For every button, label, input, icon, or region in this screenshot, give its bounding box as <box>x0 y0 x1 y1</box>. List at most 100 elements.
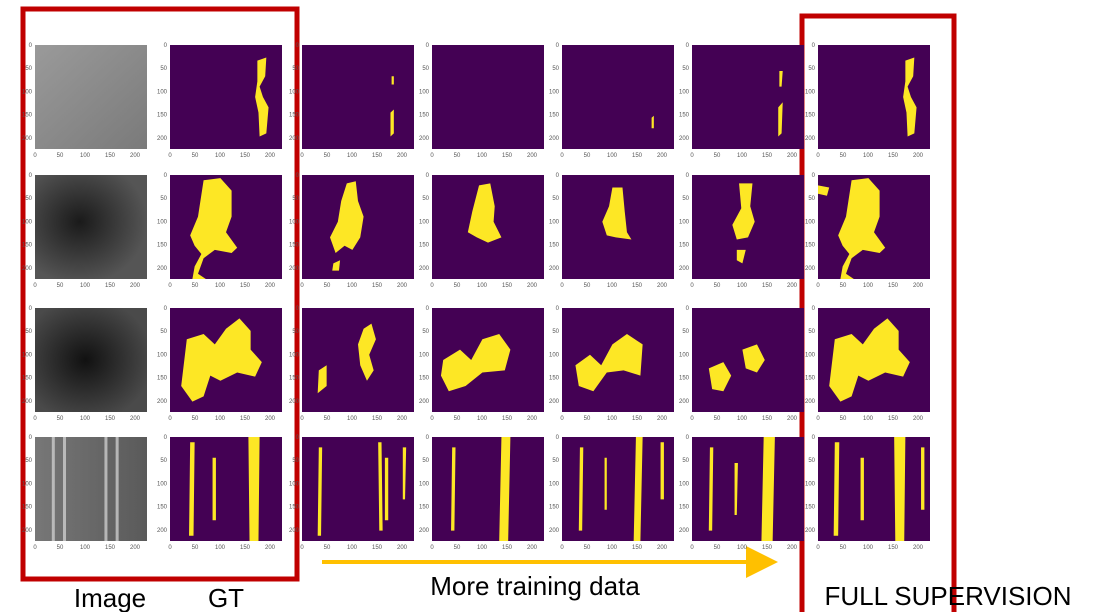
y-tick-label: 150 <box>22 243 33 249</box>
y-tick-label: 200 <box>549 136 560 142</box>
x-tick-label: 100 <box>477 283 488 289</box>
y-tick-label: 50 <box>160 196 167 202</box>
y-tick-label: 150 <box>22 505 33 511</box>
y-tick-label: 100 <box>22 481 33 487</box>
x-tick-label: 0 <box>430 416 434 422</box>
y-tick-label: 50 <box>808 458 815 464</box>
y-tick-label: 100 <box>549 219 560 225</box>
x-tick-label: 150 <box>105 416 116 422</box>
x-tick-label: 150 <box>632 283 643 289</box>
x-tick-label: 150 <box>240 416 251 422</box>
y-tick-label: 200 <box>805 528 816 534</box>
x-tick-label: 50 <box>454 283 461 289</box>
x-tick-label: 0 <box>430 283 434 289</box>
y-tick-label: 150 <box>805 376 816 382</box>
x-tick-label: 150 <box>502 545 513 551</box>
x-tick-label: 0 <box>816 545 820 551</box>
y-tick-label: 0 <box>686 306 690 312</box>
mask-bg <box>692 45 804 149</box>
plot: 005050100100150150200200 <box>679 43 804 159</box>
x-tick-label: 0 <box>816 416 820 422</box>
y-tick-label: 50 <box>292 196 299 202</box>
caption: FULL SUPERVISION <box>824 581 1071 611</box>
x-tick-label: 0 <box>168 545 172 551</box>
y-tick-label: 200 <box>157 266 168 272</box>
x-tick-label: 50 <box>192 545 199 551</box>
y-tick-label: 100 <box>289 481 300 487</box>
x-tick-label: 0 <box>33 545 37 551</box>
y-tick-label: 100 <box>157 481 168 487</box>
y-tick-label: 150 <box>157 505 168 511</box>
y-tick-label: 0 <box>812 43 816 49</box>
plot: 005050100100150150200200 <box>157 306 282 422</box>
x-tick-label: 200 <box>913 153 924 159</box>
x-tick-label: 0 <box>560 545 564 551</box>
x-tick-label: 50 <box>192 416 199 422</box>
plot: 005050100100150150200200 <box>157 173 282 289</box>
y-tick-label: 200 <box>157 528 168 534</box>
x-tick-label: 100 <box>737 283 748 289</box>
y-tick-label: 100 <box>157 352 168 358</box>
y-tick-label: 150 <box>157 243 168 249</box>
y-tick-label: 150 <box>679 505 690 511</box>
mask-bg <box>692 437 804 541</box>
y-tick-label: 0 <box>29 173 33 179</box>
x-tick-label: 100 <box>347 153 358 159</box>
x-tick-label: 0 <box>300 283 304 289</box>
x-tick-label: 150 <box>240 545 251 551</box>
x-tick-label: 200 <box>657 545 668 551</box>
x-tick-label: 150 <box>888 545 899 551</box>
x-tick-label: 200 <box>787 153 798 159</box>
y-tick-label: 100 <box>22 89 33 95</box>
y-tick-label: 100 <box>289 219 300 225</box>
x-tick-label: 200 <box>913 283 924 289</box>
x-tick-label: 100 <box>737 416 748 422</box>
y-tick-label: 100 <box>157 219 168 225</box>
y-tick-label: 0 <box>29 435 33 441</box>
y-tick-label: 50 <box>422 66 429 72</box>
y-tick-label: 50 <box>552 329 559 335</box>
y-tick-label: 200 <box>22 528 33 534</box>
y-tick-label: 150 <box>549 243 560 249</box>
x-tick-label: 50 <box>454 416 461 422</box>
x-tick-label: 200 <box>397 416 408 422</box>
x-tick-label: 200 <box>527 416 538 422</box>
y-tick-label: 0 <box>426 173 430 179</box>
y-tick-label: 100 <box>805 481 816 487</box>
x-tick-label: 100 <box>863 416 874 422</box>
x-tick-label: 50 <box>584 283 591 289</box>
x-tick-label: 0 <box>430 153 434 159</box>
x-tick-label: 50 <box>324 153 331 159</box>
y-tick-label: 0 <box>164 43 168 49</box>
x-tick-label: 100 <box>737 153 748 159</box>
y-tick-label: 100 <box>22 352 33 358</box>
y-tick-label: 100 <box>289 352 300 358</box>
x-tick-label: 150 <box>502 153 513 159</box>
image <box>35 45 147 149</box>
x-tick-label: 150 <box>105 153 116 159</box>
y-tick-label: 100 <box>419 481 430 487</box>
x-tick-label: 100 <box>215 153 226 159</box>
x-tick-label: 200 <box>913 545 924 551</box>
x-tick-label: 150 <box>372 416 383 422</box>
y-tick-label: 0 <box>556 43 560 49</box>
x-tick-label: 0 <box>168 283 172 289</box>
y-tick-label: 50 <box>682 66 689 72</box>
y-tick-label: 150 <box>289 376 300 382</box>
y-tick-label: 200 <box>419 266 430 272</box>
y-tick-label: 100 <box>549 89 560 95</box>
x-tick-label: 100 <box>347 416 358 422</box>
x-tick-label: 100 <box>215 545 226 551</box>
x-tick-label: 0 <box>33 153 37 159</box>
x-tick-label: 0 <box>560 416 564 422</box>
caption: More training data <box>430 571 640 601</box>
x-tick-label: 150 <box>240 153 251 159</box>
y-tick-label: 50 <box>422 458 429 464</box>
x-tick-label: 100 <box>863 153 874 159</box>
x-tick-label: 200 <box>657 416 668 422</box>
x-tick-label: 0 <box>690 283 694 289</box>
y-tick-label: 200 <box>549 266 560 272</box>
